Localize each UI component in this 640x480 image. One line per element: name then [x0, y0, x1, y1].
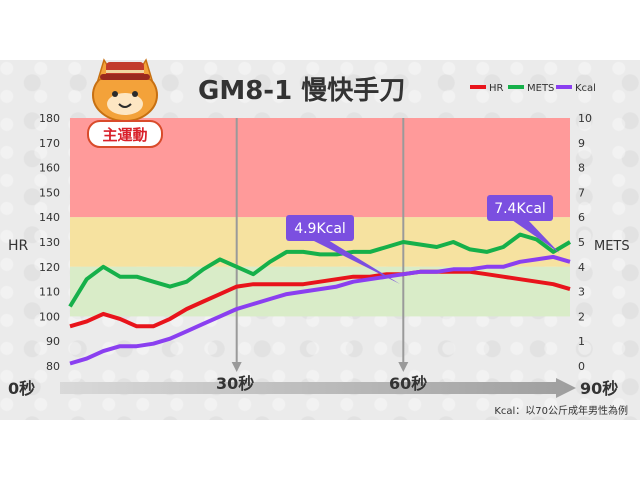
left-tick-label: 80	[46, 360, 60, 373]
right-tick-label: 6	[578, 211, 585, 224]
left-tick-label: 110	[39, 286, 60, 299]
cat-mascot-icon	[92, 58, 158, 122]
left-tick-label: 170	[39, 137, 60, 150]
legend-label-mets: METS	[527, 83, 554, 94]
left-tick-label: 140	[39, 211, 60, 224]
chart-title: GM8-1 慢快手刀	[198, 76, 405, 106]
left-tick-label: 90	[46, 335, 60, 348]
timeline-label-90: 90秒	[580, 379, 618, 398]
callout-kcal-60s: 4.9Kcal	[286, 215, 400, 284]
badge-label: 主運動	[102, 126, 147, 144]
badge: 主運動	[87, 120, 163, 148]
right-tick-label: 9	[578, 137, 585, 150]
marker-arrow-60	[398, 362, 409, 372]
right-axis-title: METS	[594, 239, 630, 254]
left-axis-title: HR	[8, 238, 29, 254]
callout-kcal-87s: 7.4Kcal	[487, 195, 560, 253]
left-tick-label: 150	[39, 186, 60, 199]
callout-box	[286, 215, 354, 241]
right-tick-label: 5	[578, 236, 585, 249]
right-tick-label: 4	[578, 261, 585, 274]
right-tick-label: 8	[578, 162, 585, 175]
footnote: Kcal：以70公斤成年男性為例	[494, 404, 628, 417]
series-line-hr	[69, 269, 571, 329]
legend-label-hr: HR	[489, 83, 504, 94]
timeline-label-0: 0秒	[8, 379, 35, 398]
left-tick-label: 160	[39, 162, 60, 175]
left-tick-label: 100	[39, 310, 60, 323]
left-tick-label: 130	[39, 236, 60, 249]
left-axis-ticks: 180 170 160 150 140 130 120 110 100 90 80	[39, 112, 60, 373]
right-tick-label: 1	[578, 335, 585, 348]
right-tick-label: 2	[578, 310, 585, 323]
right-tick-label: 10	[578, 112, 592, 125]
left-tick-label: 120	[39, 261, 60, 274]
legend: HR METS Kcal	[470, 83, 596, 94]
callout-tail	[312, 240, 400, 284]
callout-box	[487, 195, 553, 221]
timeline-label-60: 60秒	[389, 374, 427, 393]
marker-arrow-30	[231, 362, 242, 372]
right-tick-label: 7	[578, 186, 585, 199]
series-line-kcal	[69, 254, 571, 366]
callout-tail	[512, 220, 560, 253]
callout-text: 4.9Kcal	[294, 221, 346, 237]
left-tick-label: 180	[39, 112, 60, 125]
timeline-arrow	[60, 378, 576, 398]
right-tick-label: 3	[578, 286, 585, 299]
timeline-label-30: 30秒	[216, 374, 254, 393]
right-tick-label: 0	[578, 360, 585, 373]
series-line-mets	[68, 232, 572, 308]
callout-text: 7.4Kcal	[494, 201, 546, 217]
legend-label-kcal: Kcal	[575, 83, 596, 94]
